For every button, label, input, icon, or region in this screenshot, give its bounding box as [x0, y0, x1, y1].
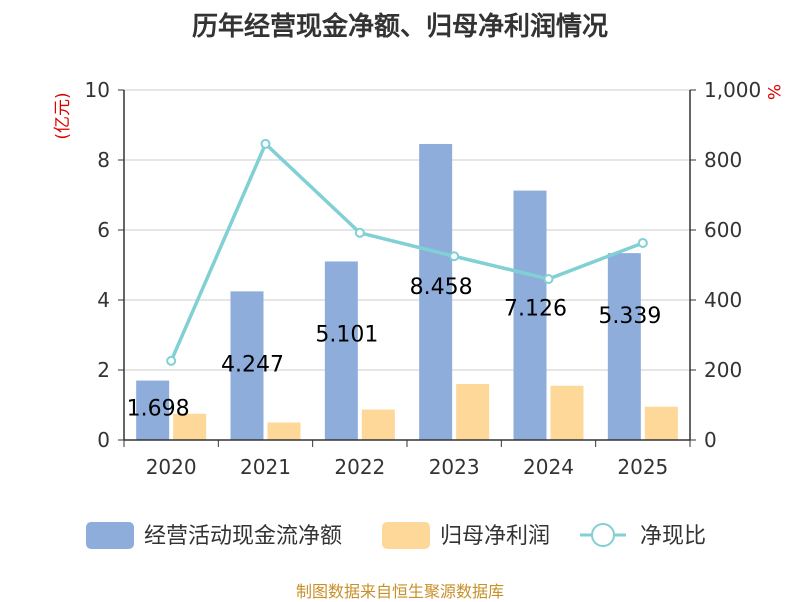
- legend-label: 经营活动现金流净额: [144, 524, 342, 549]
- cashflow-bar: [607, 253, 641, 440]
- net-profit-bar: [173, 413, 207, 440]
- right-tick-label: 0: [704, 428, 717, 452]
- net-cash-ratio-point: [449, 251, 460, 262]
- net-profit-bar: [456, 384, 490, 440]
- data-labels: 1.698 4.247 5.101 8.458 7.126 5.339: [127, 275, 662, 422]
- left-tick-label: 4: [97, 288, 110, 312]
- x-tick-label: 2022: [334, 455, 385, 479]
- left-tick-label: 2: [97, 358, 110, 382]
- left-axis-unit: (亿元): [53, 92, 73, 139]
- cashflow-bar: [513, 190, 547, 440]
- net-cash-ratio-point: [354, 227, 365, 238]
- legend-label: 净现比: [640, 524, 706, 549]
- net-cash-ratio-point: [166, 355, 177, 366]
- source-note: 制图数据来自恒生聚源数据库: [295, 582, 504, 601]
- cashflow-data-label: 4.247: [221, 352, 284, 377]
- x-tick-label: 2021: [240, 455, 291, 479]
- net-profit-bar: [267, 422, 301, 440]
- left-tick-label: 8: [97, 148, 110, 172]
- net-profit-bar: [361, 409, 395, 440]
- net-profit-bar: [550, 385, 584, 440]
- right-axis-unit: %: [763, 84, 783, 100]
- axes: 0 2 4 6 8 10 0 200 400 600 800 1,000 2020 2021 2022 202…: [53, 78, 783, 479]
- cashflow-data-label: 1.698: [127, 397, 190, 422]
- right-tick-label: 200: [704, 358, 742, 382]
- net-profit-bar: [644, 406, 678, 440]
- net-cash-ratio-line: [169, 140, 644, 362]
- net-cash-ratio-point: [260, 138, 271, 149]
- cashflow-data-label: 5.101: [315, 322, 378, 347]
- right-tick-label: 1,000: [704, 78, 761, 102]
- gridlines: [124, 89, 690, 371]
- legend-swatch-bar: [382, 522, 430, 549]
- cashflow-bar: [136, 380, 170, 440]
- cashflow-data-label: 7.126: [504, 297, 567, 322]
- left-tick-label: 10: [85, 78, 110, 102]
- x-tick-label: 2025: [617, 455, 668, 479]
- cashflow-data-label: 8.458: [410, 275, 473, 300]
- x-tick-label: 2023: [429, 455, 480, 479]
- bar-layer: [136, 143, 678, 440]
- left-tick-label: 0: [97, 428, 110, 452]
- right-tick-label: 800: [704, 148, 742, 172]
- net-cash-ratio-point: [543, 274, 554, 284]
- x-tick-label: 2024: [523, 455, 574, 479]
- right-tick-label: 600: [704, 218, 742, 242]
- chart-title: 历年经营现金净额、归母净利润情况: [191, 12, 608, 42]
- legend: 经营活动现金流净额 归母净利润 净现比: [86, 522, 706, 549]
- legend-swatch-bar: [86, 522, 134, 549]
- cashflow-bar: [324, 261, 358, 440]
- x-tick-label: 2020: [146, 455, 197, 479]
- legend-swatch-point: [591, 523, 615, 547]
- cashflow-bar: [230, 291, 264, 440]
- line-layer: [166, 138, 648, 366]
- cashflow-data-label: 5.339: [598, 304, 661, 329]
- legend-label: 归母净利润: [440, 524, 550, 549]
- right-tick-label: 400: [704, 288, 742, 312]
- cashflow-bar: [419, 143, 453, 440]
- left-tick-label: 6: [97, 218, 110, 242]
- net-cash-ratio-point: [637, 237, 648, 248]
